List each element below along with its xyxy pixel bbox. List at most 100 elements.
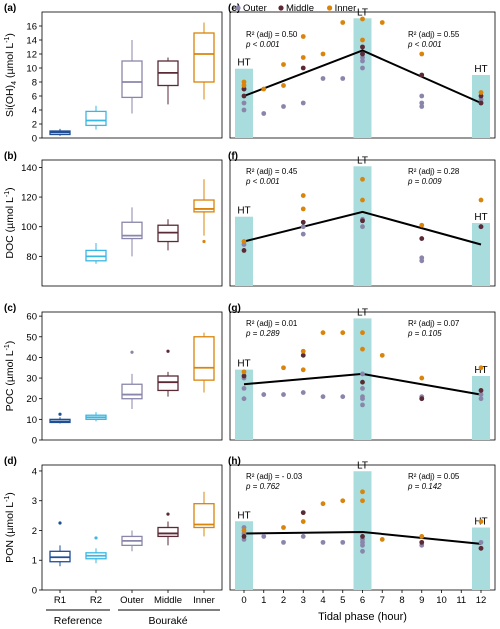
x-tick-label: 0 [241, 595, 246, 606]
data-point-outer [241, 396, 247, 402]
data-point-middle [478, 100, 484, 106]
data-point-middle [360, 379, 365, 385]
annotation-r2-right: R² (adj) = 0.05 [408, 472, 460, 481]
x-tick-label: Outer [120, 595, 144, 606]
y-axis-label: PON (µmol L-1) [4, 492, 16, 563]
annotation-p-left: p < 0.001 [245, 177, 280, 186]
data-point-inner [419, 222, 425, 228]
data-point-middle [241, 248, 247, 253]
tide-bar [235, 369, 253, 440]
tide-label: HT [474, 64, 487, 75]
annotation-r2-left: R² (adj) = 0.45 [246, 167, 298, 176]
tide-label: LT [357, 155, 368, 166]
data-point-outer [320, 394, 326, 400]
data-point-middle [241, 93, 247, 99]
box-body [193, 199, 215, 213]
data-point-inner [300, 55, 306, 60]
data-point-middle [300, 65, 306, 71]
box-outlier [94, 536, 98, 540]
tide-label: HT [474, 365, 487, 376]
data-point-inner [478, 197, 484, 203]
panel-letter: (a) [4, 3, 16, 14]
y-tick-label: 120 [21, 193, 37, 204]
box-body [85, 110, 107, 127]
tide-bar [353, 471, 372, 590]
data-point-inner [360, 37, 365, 43]
plot-frame [41, 159, 223, 287]
box-body [121, 60, 143, 99]
x-tick-label: 3 [301, 595, 306, 606]
tide-label: LT [357, 307, 368, 318]
box-body [157, 375, 179, 392]
box-body [157, 526, 179, 538]
data-point-middle [419, 396, 425, 402]
y-axis-label: POC (µmol L-1) [4, 341, 16, 412]
x-tick-label: 4 [320, 595, 325, 606]
x-tick-label: 11 [456, 595, 466, 606]
data-point-outer [300, 390, 306, 395]
group-label-bourake: Bouraké [148, 615, 187, 624]
data-point-outer [281, 392, 286, 397]
tide-bar [472, 223, 490, 286]
panel-letter: (b) [4, 151, 17, 162]
data-point-outer [360, 224, 365, 230]
y-tick-label: 10 [26, 64, 37, 75]
legend-marker [278, 5, 284, 11]
box-outlier [166, 349, 170, 353]
y-tick-label: 14 [26, 36, 37, 47]
tide-bar [353, 318, 372, 440]
legend-label: Inner [335, 3, 357, 14]
y-tick-label: 30 [26, 374, 37, 385]
x-tick-label: R1 [54, 595, 66, 606]
data-point-middle [419, 72, 425, 78]
y-axis-label: Si(OH)4 (µmol L-1) [4, 33, 18, 117]
box-body [193, 503, 215, 529]
data-point-outer [419, 93, 425, 99]
group-label-reference: Reference [54, 615, 103, 624]
data-point-outer [300, 231, 306, 237]
data-point-inner [360, 346, 365, 352]
tide-label: HT [237, 58, 250, 69]
x-tick-label: 7 [380, 595, 385, 606]
data-point-inner [320, 501, 326, 507]
panel-letter: (d) [4, 456, 17, 467]
data-point-inner [419, 375, 425, 381]
annotation-r2-right: R² (adj) = 0.55 [408, 30, 460, 39]
data-point-middle [360, 44, 365, 50]
data-point-inner [478, 519, 484, 524]
data-point-outer [340, 394, 346, 400]
y-tick-label: 40 [26, 353, 37, 364]
y-tick-label: 12 [26, 50, 37, 61]
y-tick-label: 1 [32, 556, 37, 567]
data-point-middle [478, 545, 484, 551]
annotation-p-left: p = 0.762 [245, 482, 280, 491]
data-point-inner [340, 498, 346, 504]
data-point-inner [241, 528, 247, 533]
data-point-outer [360, 371, 365, 377]
annotation-r2-left: R² (adj) = 0.50 [246, 30, 298, 39]
data-point-outer [281, 104, 286, 109]
x-tick-label: Inner [193, 595, 215, 606]
box-outlier [166, 512, 170, 516]
data-point-inner [300, 34, 306, 39]
data-point-inner [261, 86, 267, 92]
x-tick-label: 8 [399, 595, 404, 606]
tide-label: LT [357, 7, 368, 18]
y-tick-label: 6 [32, 92, 37, 103]
data-point-inner [340, 330, 346, 336]
legend-marker [235, 5, 241, 11]
y-tick-label: 16 [26, 22, 37, 33]
box-body [121, 221, 143, 240]
data-point-middle [241, 86, 247, 92]
x-axis-label: Tidal phase (hour) [318, 611, 407, 623]
x-tick-label: 10 [436, 595, 447, 606]
data-point-middle [360, 534, 365, 539]
data-point-inner [281, 525, 286, 530]
data-point-inner [379, 537, 385, 542]
regression-line [243, 49, 482, 104]
data-point-inner [241, 369, 247, 375]
data-point-outer [241, 107, 247, 113]
data-point-outer [478, 97, 484, 102]
box-outlier [58, 521, 62, 525]
